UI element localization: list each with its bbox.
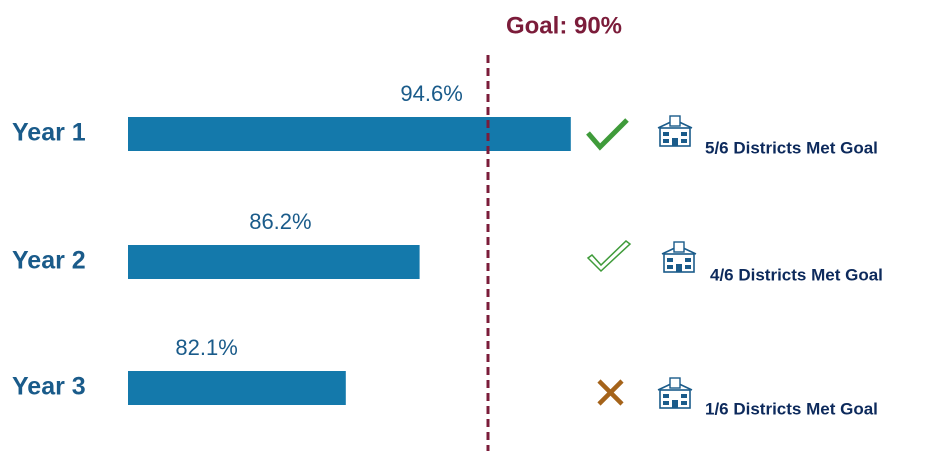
school-icon <box>657 377 693 409</box>
category-label: Year 2 <box>12 247 86 275</box>
bar <box>128 117 571 151</box>
district-note: 5/6 Districts Met Goal <box>705 138 878 157</box>
district-note: 4/6 Districts Met Goal <box>710 265 883 284</box>
check-icon <box>586 118 629 151</box>
value-label: 94.6% <box>400 81 462 106</box>
cross-icon <box>597 379 624 406</box>
value-label: 82.1% <box>175 335 237 360</box>
category-label: Year 1 <box>12 119 86 147</box>
bar <box>128 371 346 405</box>
category-label: Year 3 <box>12 373 86 401</box>
bar <box>128 245 420 279</box>
school-icon <box>657 115 693 147</box>
district-note: 1/6 Districts Met Goal <box>705 399 878 418</box>
goal-label: Goal: 90% <box>506 12 622 39</box>
school-icon <box>661 241 697 273</box>
check-outline-icon <box>586 240 632 273</box>
value-label: 86.2% <box>249 209 311 234</box>
